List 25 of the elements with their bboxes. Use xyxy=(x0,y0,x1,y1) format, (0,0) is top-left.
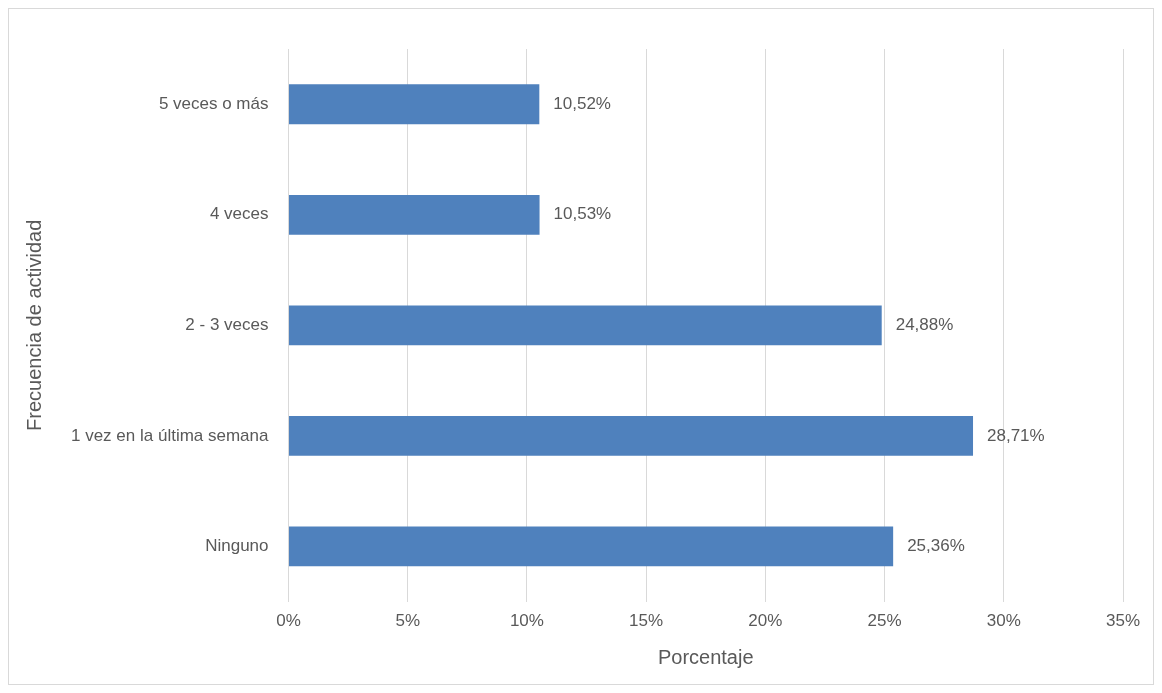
data-label: 10,52% xyxy=(553,93,611,113)
y-axis-title: Frecuencia de actividad xyxy=(22,219,45,431)
x-tick-label: 0% xyxy=(276,611,301,631)
bar xyxy=(288,84,540,125)
x-tick-label: 30% xyxy=(986,611,1021,631)
x-tick-label: 10% xyxy=(509,611,544,631)
bar xyxy=(288,305,882,346)
data-label: 28,71% xyxy=(987,425,1045,445)
y-tick-label: 2 - 3 veces xyxy=(185,314,269,334)
y-tick-label: 5 veces o más xyxy=(158,93,269,113)
x-tick-label: 35% xyxy=(1105,611,1141,631)
x-tick-label: 25% xyxy=(867,611,902,631)
x-tick-label: 20% xyxy=(748,611,783,631)
data-label: 25,36% xyxy=(907,536,965,556)
y-tick-label: Ninguno xyxy=(205,536,269,556)
y-tick-label: 4 veces xyxy=(209,204,269,224)
data-label: 10,53% xyxy=(553,204,612,224)
bar xyxy=(288,526,894,567)
data-label: 24,88% xyxy=(895,314,954,334)
bar xyxy=(288,194,540,235)
x-tick-label: 5% xyxy=(395,611,420,631)
y-tick-label: 1 vez en la última semana xyxy=(70,425,270,445)
x-tick-label: 15% xyxy=(629,611,664,631)
x-axis-title: Porcentaje xyxy=(657,645,754,668)
bar xyxy=(288,415,974,456)
